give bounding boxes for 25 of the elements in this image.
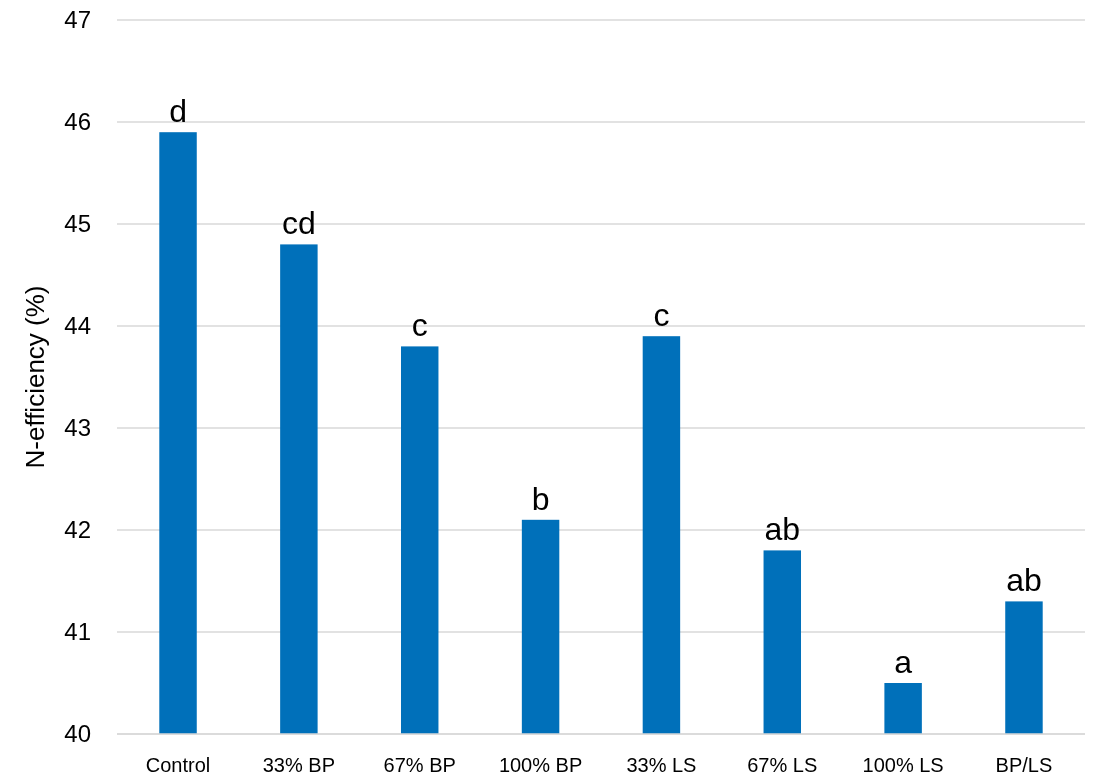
- annotation: c: [653, 297, 670, 334]
- y-tick-label: 45: [64, 210, 91, 238]
- annotation: a: [894, 644, 913, 680]
- x-tick-label: 67% BP: [383, 754, 456, 776]
- x-tick-label: Control: [145, 754, 211, 776]
- y-axis-title: N-efficiency (%): [20, 285, 50, 469]
- x-tick-label: BP/LS: [995, 754, 1053, 776]
- x-tick-label: 100% BP: [498, 754, 583, 776]
- y-tick-label: 47: [64, 6, 91, 34]
- annotation: d: [169, 93, 187, 130]
- annotation: ab: [1006, 562, 1042, 599]
- y-tick-label: 46: [64, 108, 91, 136]
- x-tick-label: 100% LS: [862, 754, 944, 776]
- x-tick-label: 33% LS: [626, 754, 697, 776]
- y-tick-label: 44: [64, 312, 91, 340]
- x-tick-label: 67% LS: [747, 754, 818, 776]
- annotation: ab: [764, 511, 801, 548]
- x-tick-label: 33% BP: [262, 754, 336, 776]
- annotation: b: [531, 480, 550, 517]
- y-tick-label: 42: [64, 516, 91, 544]
- annotation: cd: [281, 205, 316, 242]
- y-tick-label: 41: [64, 618, 91, 646]
- y-tick-label: 40: [64, 720, 91, 748]
- y-tick-label: 43: [64, 414, 91, 442]
- annotation: c: [411, 307, 428, 344]
